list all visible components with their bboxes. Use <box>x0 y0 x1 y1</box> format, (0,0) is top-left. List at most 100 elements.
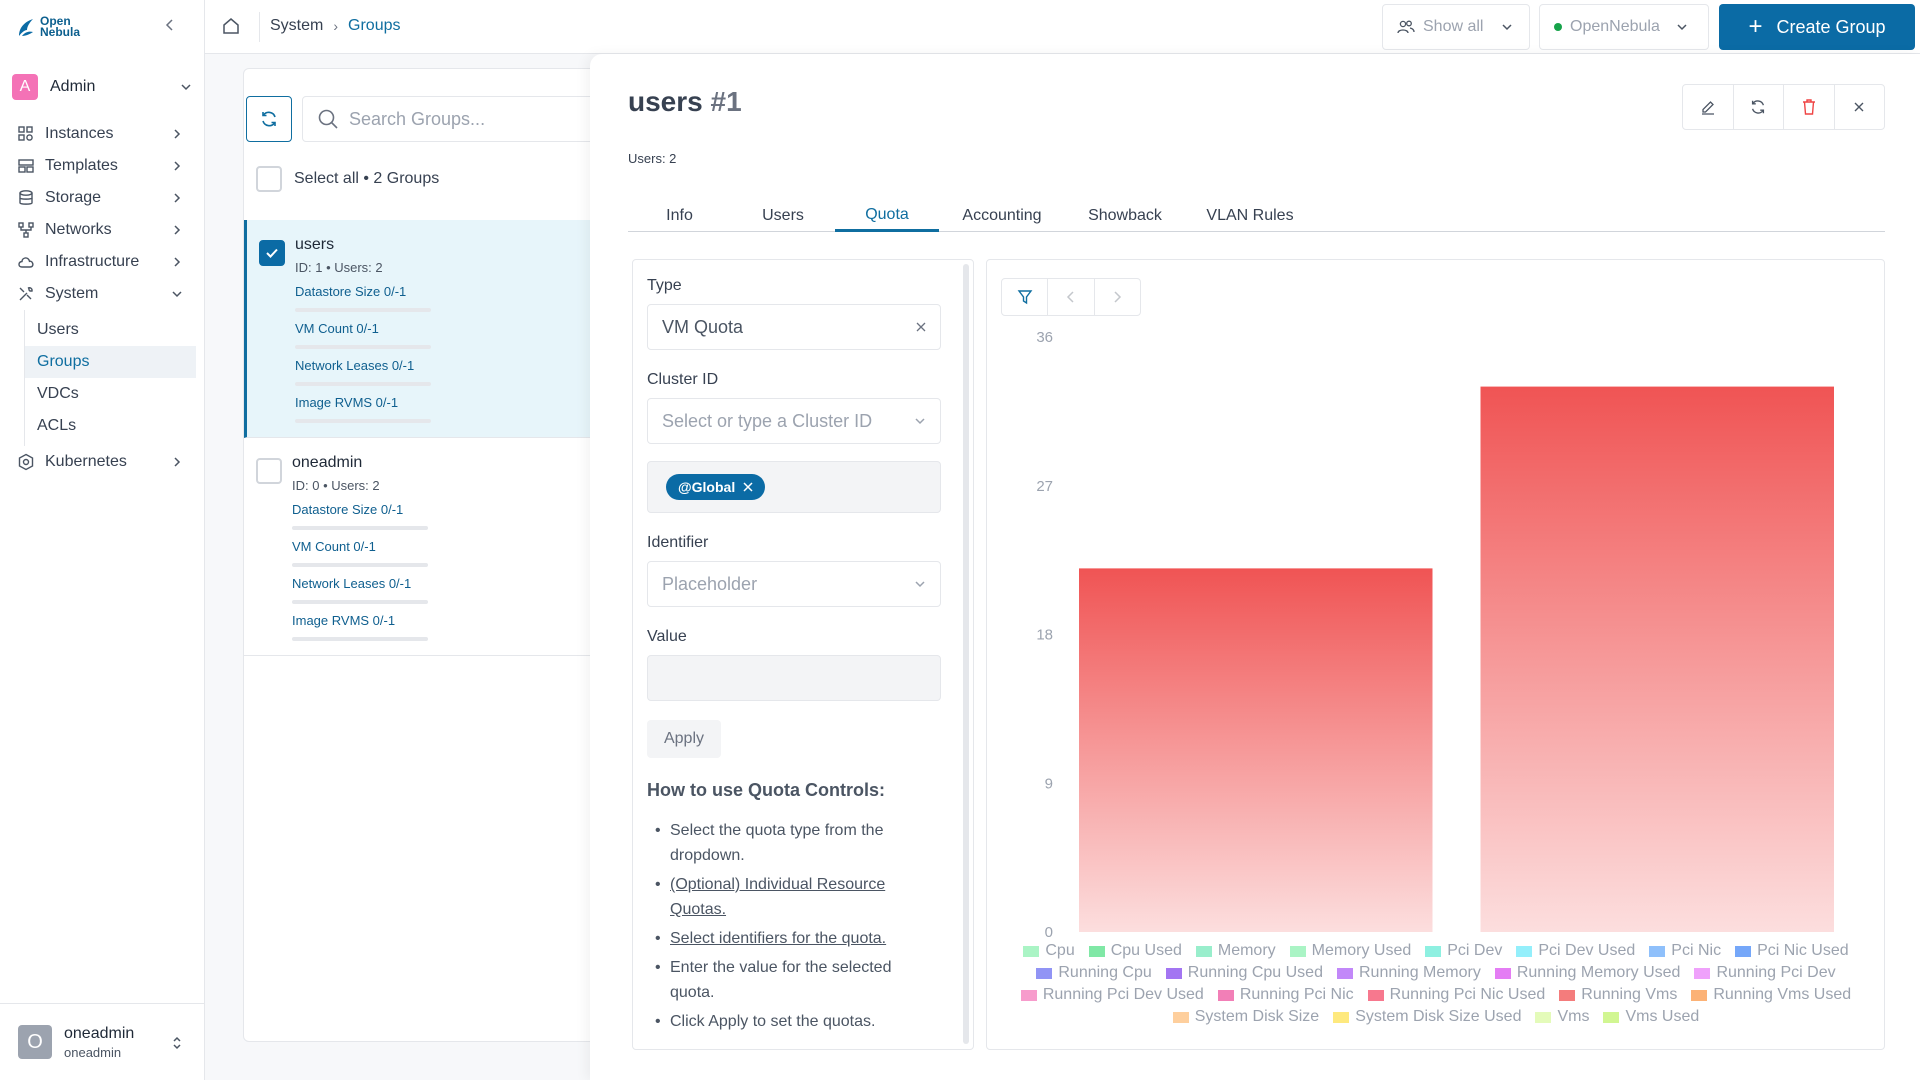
howto-link-identifiers[interactable]: Select identifiers for the quota. <box>647 926 937 951</box>
chart-bar[interactable] <box>1480 386 1835 932</box>
rename-button[interactable] <box>1683 85 1734 129</box>
trash-icon <box>1802 99 1815 115</box>
y-tick-label: 36 <box>1036 329 1053 346</box>
create-group-button[interactable]: + Create Group <box>1719 4 1915 50</box>
nav-infrastructure[interactable]: Infrastructure <box>0 246 205 278</box>
refresh-detail-button[interactable] <box>1734 85 1784 129</box>
legend-label: Pci Dev Used <box>1538 942 1636 959</box>
cluster-id-select[interactable]: Select or type a Cluster ID <box>647 398 941 444</box>
current-user[interactable]: O oneadmin oneadmin <box>0 1003 205 1080</box>
next-button[interactable] <box>1095 279 1140 315</box>
legend-item[interactable]: System Disk Size <box>1172 1008 1319 1026</box>
legend-item[interactable]: Running Pci Dev Used <box>1020 986 1204 1004</box>
nav-instances[interactable]: Instances <box>0 118 205 150</box>
tab-showback[interactable]: Showback <box>1088 207 1162 224</box>
sidebar-item-users[interactable]: Users <box>37 321 79 338</box>
group-name: users <box>295 236 335 253</box>
legend-item[interactable]: System Disk Size Used <box>1333 1008 1521 1026</box>
select-all-checkbox[interactable] <box>256 166 282 192</box>
legend-swatch <box>1023 945 1040 957</box>
nav-system[interactable]: System <box>0 278 205 310</box>
legend-item[interactable]: Running Vms <box>1559 986 1677 1004</box>
system-subnav: Users Groups VDCs ACLs <box>24 310 196 446</box>
filter-button[interactable] <box>1002 279 1049 315</box>
avatar: A <box>12 74 38 100</box>
legend-item[interactable]: Cpu <box>1023 942 1075 960</box>
legend-item[interactable]: Running Cpu <box>1036 964 1152 982</box>
home-icon[interactable] <box>221 16 241 36</box>
row-checkbox[interactable] <box>256 458 282 484</box>
howto-link-individual[interactable]: (Optional) Individual Resource Quotas. <box>647 872 937 922</box>
tab-info[interactable]: Info <box>666 207 693 224</box>
value-input[interactable] <box>647 655 941 701</box>
tab-accounting[interactable]: Accounting <box>962 207 1042 224</box>
legend-item[interactable]: Vms Used <box>1603 1008 1699 1026</box>
legend-item[interactable]: Pci Nic <box>1649 942 1721 960</box>
apply-button[interactable]: Apply <box>647 720 721 758</box>
nav-storage[interactable]: Storage <box>0 182 205 214</box>
nav-networks[interactable]: Networks <box>0 214 205 246</box>
legend-item[interactable]: Pci Dev Used <box>1516 942 1635 960</box>
legend-item[interactable]: Memory Used <box>1289 942 1411 960</box>
show-all-filter[interactable]: Show all <box>1382 4 1530 50</box>
sidebar-item-acls[interactable]: ACLs <box>37 417 77 434</box>
list-item[interactable]: oneadmin ID: 0 • Users: 2 Datastore Size… <box>244 438 602 656</box>
legend-item[interactable]: Running Pci Nic Used <box>1367 986 1545 1004</box>
detail-actions <box>1682 84 1885 130</box>
legend-item[interactable]: Cpu Used <box>1088 942 1182 960</box>
legend-item[interactable]: Running Vms Used <box>1691 986 1851 1004</box>
avatar: O <box>18 1025 52 1059</box>
nav-templates[interactable]: Templates <box>0 150 205 182</box>
legend-swatch <box>1559 989 1576 1001</box>
legend-item[interactable]: Vms <box>1535 1008 1589 1026</box>
chevron-down-icon <box>915 418 925 425</box>
quota-progress-bar <box>292 637 428 641</box>
previous-button[interactable] <box>1048 279 1095 315</box>
account-selector[interactable]: A Admin <box>12 74 192 100</box>
refresh-icon <box>1752 100 1765 114</box>
sidebar-item-vdcs[interactable]: VDCs <box>37 385 79 402</box>
howto-title: How to use Quota Controls: <box>647 780 885 800</box>
zone-status-dot <box>1554 23 1562 31</box>
chart-bar[interactable] <box>1079 568 1433 932</box>
quota-type-select[interactable]: VM Quota <box>647 304 941 350</box>
breadcrumb-separator-icon: › <box>333 18 339 34</box>
legend-item[interactable]: Running Memory <box>1336 964 1481 982</box>
row-checkbox[interactable] <box>259 240 285 266</box>
legend-item[interactable]: Running Cpu Used <box>1165 964 1323 982</box>
tab-vlan-rules[interactable]: VLAN Rules <box>1206 207 1294 224</box>
scrollbar[interactable] <box>963 264 969 1044</box>
quota-progress-bar <box>295 382 431 386</box>
select-all[interactable]: Select all • 2 Groups <box>256 166 439 192</box>
legend-item[interactable]: Pci Dev <box>1425 942 1502 960</box>
legend-item[interactable]: Running Memory Used <box>1494 964 1680 982</box>
breadcrumb-groups[interactable]: Groups <box>348 17 401 34</box>
identifier-select[interactable]: Placeholder <box>647 561 941 607</box>
quota-label: Datastore Size 0/-1 <box>292 502 404 517</box>
legend-swatch <box>1036 967 1053 979</box>
chevron-right-icon <box>174 161 181 171</box>
tab-quota[interactable]: Quota <box>835 200 939 232</box>
legend-item[interactable]: Running Pci Dev <box>1694 964 1836 982</box>
cluster-chip[interactable]: @Global <box>666 474 766 500</box>
legend-item[interactable]: Memory <box>1195 942 1276 960</box>
tab-users[interactable]: Users <box>762 207 804 224</box>
quota-label: VM Count 0/-1 <box>292 539 376 554</box>
collapse-sidebar-icon[interactable] <box>162 17 178 33</box>
list-item[interactable]: users ID: 1 • Users: 2 Datastore Size 0/… <box>244 220 602 438</box>
nav-kubernetes[interactable]: Kubernetes <box>0 446 205 478</box>
delete-button[interactable] <box>1784 85 1835 129</box>
close-button[interactable] <box>1835 85 1885 129</box>
refresh-button[interactable] <box>246 96 292 142</box>
opennebula-logo[interactable]: Open Nebula <box>16 14 80 40</box>
page-title: users #1 <box>628 86 742 118</box>
search-input[interactable]: Search Groups... <box>302 96 602 142</box>
sidebar-item-groups[interactable]: Groups <box>25 346 196 378</box>
legend-item[interactable]: Pci Nic Used <box>1735 942 1849 960</box>
breadcrumb-system[interactable]: System <box>270 17 324 34</box>
legend-label: Running Vms Used <box>1713 986 1852 1003</box>
remove-chip-icon[interactable] <box>743 482 753 492</box>
legend-item[interactable]: Running Pci Nic <box>1217 986 1354 1004</box>
clear-icon[interactable] <box>916 322 926 332</box>
zone-selector[interactable]: OpenNebula <box>1539 4 1709 50</box>
